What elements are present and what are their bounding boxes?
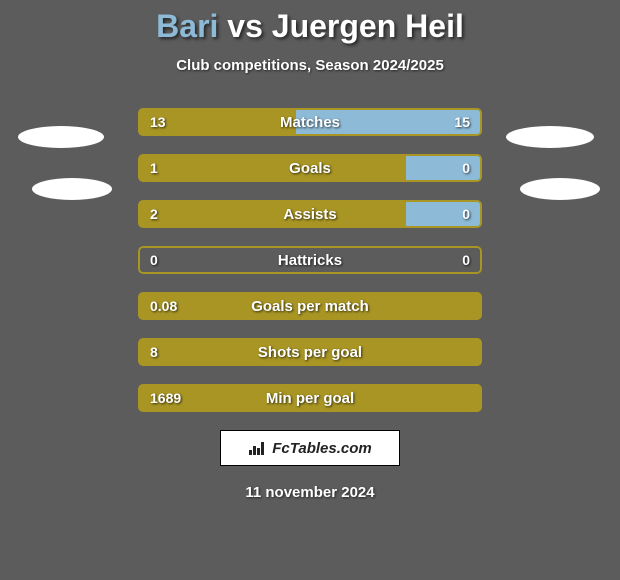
date-line: 11 november 2024 xyxy=(0,484,620,501)
bar-label: Hattricks xyxy=(138,246,482,274)
logo-text: FcTables.com xyxy=(272,440,371,457)
comparison-title: Bari vs Juergen Heil xyxy=(0,0,620,45)
player-ellipse xyxy=(520,178,600,200)
stat-bar: 8Shots per goal xyxy=(138,338,482,366)
player-ellipse xyxy=(32,178,112,200)
player-ellipse xyxy=(506,126,594,148)
stat-bar: 1689Min per goal xyxy=(138,384,482,412)
subtitle: Club competitions, Season 2024/2025 xyxy=(0,57,620,74)
stat-bar: 10Goals xyxy=(138,154,482,182)
fctables-logo: FcTables.com xyxy=(220,430,400,466)
stat-bar: 20Assists xyxy=(138,200,482,228)
stat-bar: 0.08Goals per match xyxy=(138,292,482,320)
title-player-left: Bari xyxy=(156,8,218,44)
bar-label: Shots per goal xyxy=(138,338,482,366)
comparison-bars: 1315Matches 10Goals 20Assists 00Hattricks 0.… xyxy=(138,108,482,412)
player-ellipse xyxy=(18,126,104,148)
bar-label: Assists xyxy=(138,200,482,228)
bars-icon xyxy=(248,440,268,456)
bar-label: Matches xyxy=(138,108,482,136)
stat-bar: 00Hattricks xyxy=(138,246,482,274)
bar-label: Goals per match xyxy=(138,292,482,320)
bar-label: Goals xyxy=(138,154,482,182)
bar-label: Min per goal xyxy=(138,384,482,412)
title-player-right: Juergen Heil xyxy=(272,8,464,44)
stat-bar: 1315Matches xyxy=(138,108,482,136)
title-vs: vs xyxy=(218,8,271,44)
